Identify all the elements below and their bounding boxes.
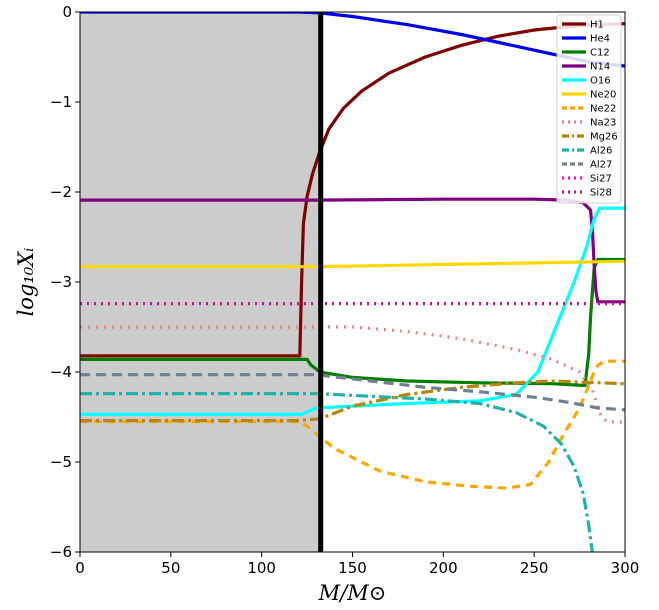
shaded-region-rect xyxy=(80,12,321,552)
series-line-mg26 xyxy=(80,379,625,423)
legend-label-ne20: Ne20 xyxy=(590,90,616,101)
legend-label-ne22: Ne22 xyxy=(590,104,616,115)
legend-label-c12: C12 xyxy=(590,48,610,59)
legend-label-n14: N14 xyxy=(590,62,610,73)
series-line-na23 xyxy=(80,325,625,424)
legend-label-al27: Al27 xyxy=(590,160,612,171)
shaded-region xyxy=(80,12,321,552)
y-tick-label: −5 xyxy=(50,453,72,471)
x-axis-title: M/M⊙ xyxy=(318,581,387,605)
x-tick-label: 200 xyxy=(429,559,458,577)
y-tick-label: −2 xyxy=(50,183,72,201)
legend-label-na23: Na23 xyxy=(590,118,616,129)
y-tick-label: −3 xyxy=(50,273,72,291)
series-line-al27 xyxy=(80,373,625,412)
x-tick-label: 100 xyxy=(247,559,276,577)
series-line-n14 xyxy=(80,197,625,304)
legend-label-he4: He4 xyxy=(590,34,610,45)
legend-label-si27: Si27 xyxy=(590,174,612,185)
x-tick-label: 150 xyxy=(338,559,367,577)
legend-box xyxy=(556,14,622,204)
series-line-al26 xyxy=(80,392,594,552)
legend-label-mg26: Mg26 xyxy=(590,132,618,143)
legend-label-h1: H1 xyxy=(590,20,604,31)
x-tick-label: 0 xyxy=(75,559,85,577)
y-tick-label: 0 xyxy=(62,3,72,21)
legend-label-o16: O16 xyxy=(590,76,611,87)
series-line-ne20 xyxy=(80,259,625,269)
legend-label-al26: Al26 xyxy=(590,146,612,157)
y-tick-label: −6 xyxy=(50,543,72,561)
y-tick-label: −4 xyxy=(50,363,72,381)
legend: H1 He4 C12 N14 O16 Ne20 Ne22 Na23 Mg26 Al26 Al27 Si… xyxy=(556,14,622,204)
x-tick-label: 250 xyxy=(520,559,549,577)
x-tick-label: 300 xyxy=(611,559,640,577)
y-tick-label: −1 xyxy=(50,93,72,111)
axis-ticks: 0 50 100 150 200 250 300 0 −1 −2 −3 −4 −5 −6 xyxy=(50,3,639,577)
x-tick-label: 50 xyxy=(161,559,180,577)
legend-label-si28: Si28 xyxy=(590,188,612,199)
y-axis-title: log₁₀Xᵢ xyxy=(14,248,38,317)
series-line-h1 xyxy=(80,22,625,358)
